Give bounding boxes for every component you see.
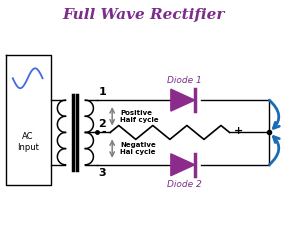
FancyArrowPatch shape [269,137,279,165]
Text: +: + [234,126,243,136]
Text: Diode 2: Diode 2 [167,180,202,189]
Text: Diode 1: Diode 1 [167,76,202,85]
Polygon shape [171,89,195,111]
Polygon shape [171,154,195,176]
Text: 1: 1 [98,87,106,97]
Text: -: - [102,126,106,136]
Text: AC
Input: AC Input [17,132,39,152]
Text: Full Wave Rectifier: Full Wave Rectifier [63,8,225,22]
FancyArrowPatch shape [269,100,279,128]
Text: Negative
Hal cycle: Negative Hal cycle [120,142,156,155]
Text: 3: 3 [98,168,106,178]
Text: Positive
Half cycle: Positive Half cycle [120,110,159,123]
Text: 2: 2 [98,120,106,130]
